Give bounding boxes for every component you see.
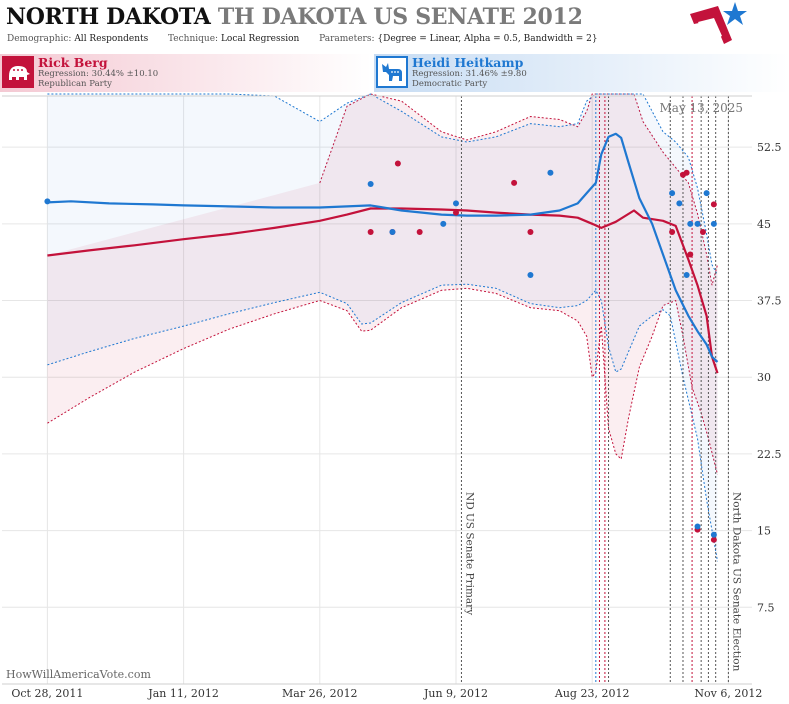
- y-tick-label: 52.5: [757, 141, 782, 154]
- page-title: NORTH DAKOTA TH DAKOTA US SENATE 2012: [6, 4, 583, 30]
- x-tick-label: Aug 23, 2012: [554, 687, 630, 700]
- annotation-label: ND US Senate Primary: [463, 492, 475, 615]
- poll-point: [703, 190, 710, 197]
- poll-point: [394, 160, 401, 167]
- x-tick-label: Jun 9, 2012: [423, 687, 488, 700]
- candidate-party: Democratic Party: [412, 79, 488, 89]
- poll-point: [687, 251, 694, 258]
- trend-lines: [47, 132, 719, 374]
- y-tick-label: 45: [757, 218, 771, 231]
- poll-point: [694, 523, 701, 530]
- demographic-label: Demographic:: [7, 34, 72, 44]
- confidence-lower-line: [47, 283, 718, 562]
- poll-point: [452, 200, 459, 207]
- trend-line: [47, 132, 719, 363]
- parameters-label: Parameters:: [319, 34, 375, 44]
- x-tick-label: Oct 28, 2011: [11, 687, 83, 700]
- poll-point: [367, 180, 374, 187]
- technique-value: Local Regression: [220, 34, 300, 44]
- confidence-upper-line: [47, 93, 718, 276]
- candidate-name: Heidi Heitkamp: [412, 55, 524, 70]
- poll-point: [44, 198, 51, 205]
- poll-point: [710, 536, 717, 543]
- elephant-icon: [2, 56, 34, 88]
- poll-point: [710, 531, 717, 538]
- candidate-regression: Regression: 30.44% ±10.10: [38, 69, 159, 79]
- poll-point: [687, 220, 694, 227]
- poll-point: [527, 271, 534, 278]
- poll-point: [710, 220, 717, 227]
- technique-label: Technique:: [168, 34, 219, 44]
- poll-point: [440, 220, 447, 227]
- confidence-upper-line: [319, 93, 718, 286]
- annotation-label: North Dakota US Senate Election: [730, 492, 742, 672]
- confidence-band: [47, 94, 718, 562]
- poll-points: [44, 160, 717, 543]
- event-lines: ND US Senate Primary North Dakota US Sena…: [460, 96, 742, 684]
- poll-point: [694, 220, 701, 227]
- y-tick-label: 37.5: [757, 295, 782, 308]
- confidence-lower-line: [47, 287, 718, 475]
- y-tick-label: 30: [757, 371, 771, 384]
- poll-point: [511, 179, 518, 186]
- candidate-party: Republican Party: [38, 79, 112, 89]
- axes: 7.5 15 22.5 30 37.5 45 52.5 Oct 28, 2011 Jan 11,…: [2, 95, 782, 700]
- x-tick-label: Mar 26, 2012: [282, 687, 358, 700]
- parameters-value: {Degree = Linear, Alpha = 0.5, Bandwidth…: [377, 34, 598, 44]
- poll-point: [683, 169, 690, 176]
- poll-point: [669, 229, 676, 236]
- watermark: HowWillAmericaVote.com: [6, 668, 151, 681]
- x-tick-label: Jan 11, 2012: [147, 687, 219, 700]
- poll-point: [367, 229, 374, 236]
- header: NORTH DAKOTA TH DAKOTA US SENATE 2012 De…: [0, 0, 789, 50]
- poll-point: [669, 190, 676, 197]
- date-stamp: May 13, 2025: [660, 101, 743, 115]
- candidate-regression: Regression: 31.46% ±9.80: [412, 69, 527, 79]
- poll-point: [683, 271, 690, 278]
- title-secondary: TH DAKOTA US SENATE 2012: [217, 4, 583, 30]
- candidate-card-rick-berg: Rick Berg Regression: 30.44% ±10.10 Repu…: [0, 54, 372, 92]
- poll-point: [416, 229, 423, 236]
- x-tick-label: Nov 6, 2012: [694, 687, 762, 700]
- y-tick-label: 22.5: [757, 448, 782, 461]
- trend-line: [47, 207, 719, 374]
- poll-point: [676, 200, 683, 207]
- candidate-card-heidi-heitkamp: Heidi Heitkamp Regression: 31.46% ±9.80 …: [374, 54, 789, 92]
- us-flag-star-icon: [690, 2, 747, 44]
- poll-point: [389, 229, 396, 236]
- parameters-line: Demographic: All Respondents Technique: …: [7, 34, 598, 44]
- poll-point: [547, 169, 554, 176]
- candidate-name: Rick Berg: [38, 55, 108, 70]
- poll-point: [699, 229, 706, 236]
- donkey-icon: [376, 56, 408, 88]
- confidence-band: [47, 94, 718, 475]
- confidence-bands: [47, 93, 718, 562]
- demographic-value: All Respondents: [74, 34, 149, 44]
- y-tick-label: 15: [757, 525, 771, 538]
- poll-point: [527, 229, 534, 236]
- poll-point: [710, 201, 717, 208]
- title-primary: NORTH DAKOTA: [6, 4, 211, 30]
- y-tick-label: 7.5: [757, 601, 775, 614]
- poll-point: [452, 209, 459, 216]
